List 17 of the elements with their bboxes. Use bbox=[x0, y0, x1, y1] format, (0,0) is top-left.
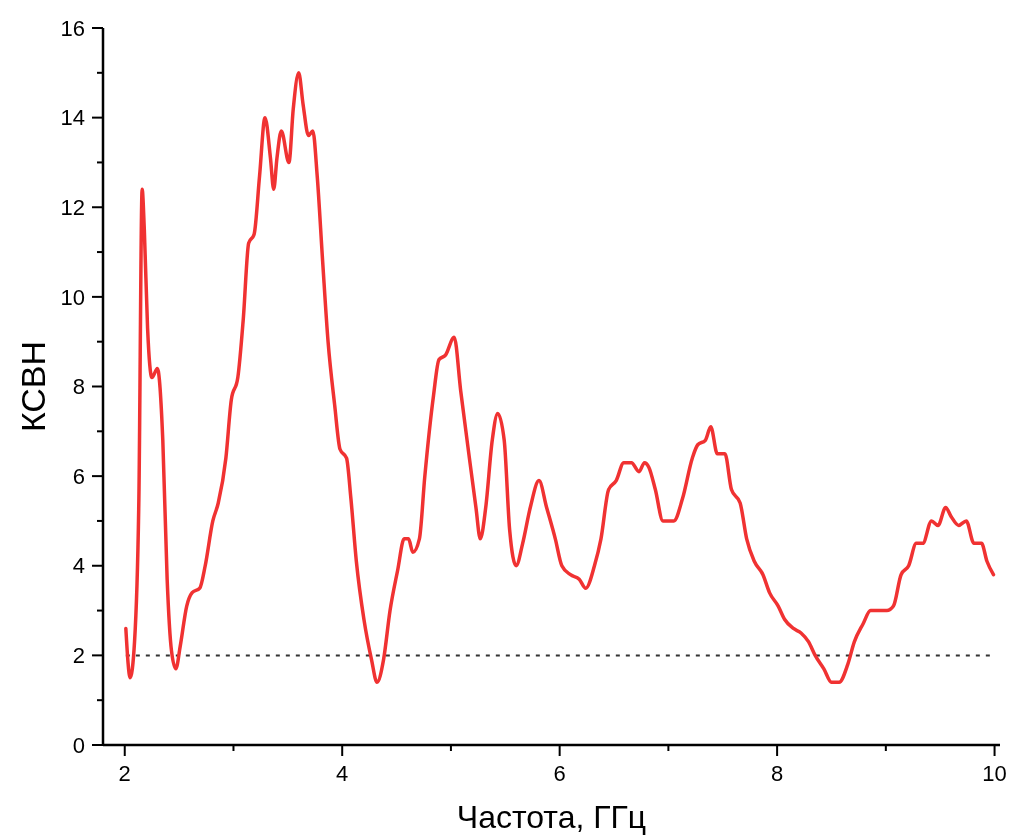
y-tick-label: 14 bbox=[60, 105, 85, 131]
y-tick-label: 2 bbox=[72, 643, 85, 669]
line-series bbox=[124, 71, 996, 685]
x-tick-label: 10 bbox=[982, 761, 1007, 786]
y-tick-label: 16 bbox=[60, 15, 85, 41]
y-tick-label: 8 bbox=[72, 374, 85, 400]
x-tick-label: 8 bbox=[770, 761, 784, 786]
y-tick-label: 4 bbox=[72, 553, 85, 579]
x-tick-label: 2 bbox=[118, 761, 131, 786]
x-axis-title: Частота, ГГц bbox=[456, 799, 647, 835]
y-axis-title: КСВН bbox=[14, 340, 52, 433]
y-tick-label: 10 bbox=[60, 284, 85, 310]
x-tick-label: 4 bbox=[336, 761, 349, 786]
y-tick-label: 12 bbox=[60, 194, 85, 220]
x-tick-label: 6 bbox=[553, 761, 566, 786]
y-tick-label: 0 bbox=[72, 732, 85, 758]
y-tick-label: 6 bbox=[72, 463, 85, 489]
